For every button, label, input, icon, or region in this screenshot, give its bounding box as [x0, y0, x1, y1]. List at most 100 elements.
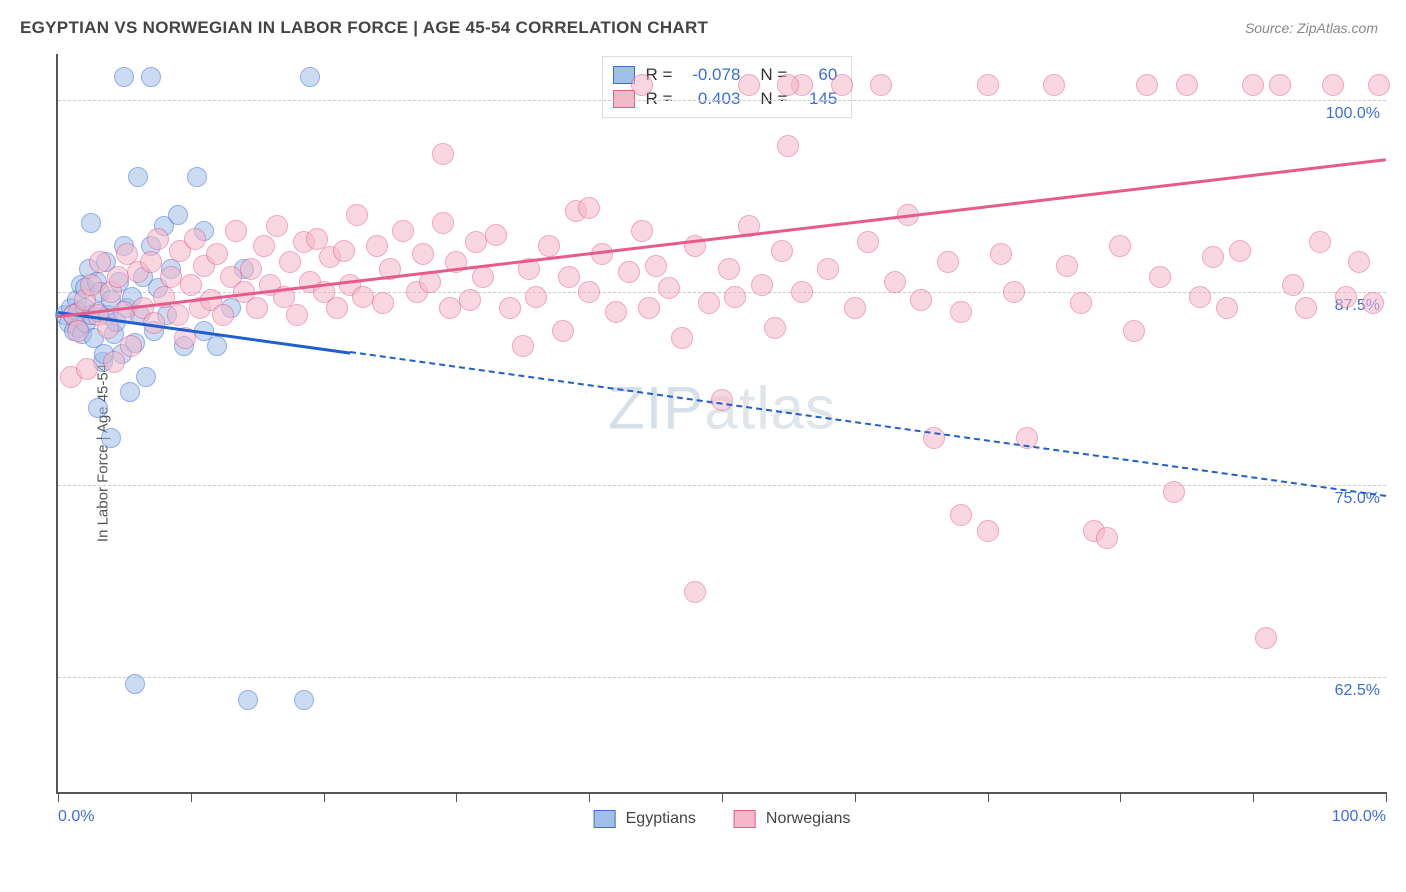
data-point: [184, 228, 206, 250]
data-point: [80, 274, 102, 296]
x-tick: [722, 792, 723, 802]
data-point: [300, 67, 320, 87]
data-point: [120, 382, 140, 402]
data-point: [1149, 266, 1171, 288]
x-tick: [988, 792, 989, 802]
watermark-part-a: ZIP: [608, 375, 704, 442]
data-point: [771, 240, 793, 262]
data-point: [525, 286, 547, 308]
data-point: [207, 336, 227, 356]
data-point: [225, 220, 247, 242]
data-point: [485, 224, 507, 246]
data-point: [937, 251, 959, 273]
data-point: [1109, 235, 1131, 257]
data-point: [1123, 320, 1145, 342]
data-point: [910, 289, 932, 311]
data-point: [1096, 527, 1118, 549]
data-point: [1216, 297, 1238, 319]
data-point: [618, 261, 640, 283]
legend-r-value: -0.078: [682, 65, 740, 85]
data-point: [1202, 246, 1224, 268]
chart-title: EGYPTIAN VS NORWEGIAN IN LABOR FORCE | A…: [20, 18, 708, 38]
data-point: [465, 231, 487, 253]
legend-r-value: 0.403: [682, 89, 740, 109]
data-point: [412, 243, 434, 265]
data-point: [167, 304, 189, 326]
series-legend-label: Norwegians: [766, 810, 850, 828]
chart-container: In Labor Force | Age 45-54 ZIPatlas R =-…: [20, 54, 1386, 852]
data-point: [141, 67, 161, 87]
data-point: [76, 358, 98, 380]
data-point: [160, 266, 182, 288]
y-tick-label: 100.0%: [1326, 105, 1380, 123]
data-point: [253, 235, 275, 257]
data-point: [246, 297, 268, 319]
data-point: [977, 74, 999, 96]
data-point: [459, 289, 481, 311]
x-tick: [191, 792, 192, 802]
data-point: [240, 258, 262, 280]
data-point: [366, 235, 388, 257]
gridline: [58, 677, 1386, 678]
x-tick: [58, 792, 59, 802]
data-point: [552, 320, 574, 342]
legend-swatch: [734, 810, 756, 828]
data-point: [168, 205, 188, 225]
data-point: [1070, 292, 1092, 314]
data-point: [605, 301, 627, 323]
x-tick: [855, 792, 856, 802]
series-legend-item: Norwegians: [734, 810, 850, 828]
data-point: [432, 212, 454, 234]
data-point: [128, 167, 148, 187]
data-point: [631, 74, 653, 96]
data-point: [1348, 251, 1370, 273]
x-tick: [1386, 792, 1387, 802]
data-point: [671, 327, 693, 349]
data-point: [472, 266, 494, 288]
data-point: [1163, 481, 1185, 503]
legend-swatch: [613, 90, 635, 108]
data-point: [81, 213, 101, 233]
x-tick-label: 100.0%: [1332, 808, 1386, 826]
data-point: [1368, 74, 1390, 96]
data-point: [1056, 255, 1078, 277]
data-point: [286, 304, 308, 326]
data-point: [791, 281, 813, 303]
data-point: [499, 297, 521, 319]
data-point: [147, 228, 169, 250]
data-point: [1003, 281, 1025, 303]
data-point: [1176, 74, 1198, 96]
data-point: [120, 335, 142, 357]
x-tick: [589, 792, 590, 802]
data-point: [777, 74, 799, 96]
data-point: [512, 335, 534, 357]
series-legend: Egyptians Norwegians: [594, 810, 851, 828]
data-point: [439, 297, 461, 319]
series-legend-label: Egyptians: [626, 810, 696, 828]
data-point: [107, 266, 129, 288]
data-point: [352, 286, 374, 308]
data-point: [857, 231, 879, 253]
x-tick: [1253, 792, 1254, 802]
data-point: [346, 204, 368, 226]
data-point: [578, 197, 600, 219]
data-point: [1335, 286, 1357, 308]
data-point: [684, 581, 706, 603]
data-point: [266, 215, 288, 237]
data-point: [187, 167, 207, 187]
data-point: [718, 258, 740, 280]
data-point: [432, 143, 454, 165]
data-point: [67, 320, 89, 342]
data-point: [140, 251, 162, 273]
data-point: [870, 74, 892, 96]
data-point: [751, 274, 773, 296]
data-point: [1282, 274, 1304, 296]
data-point: [88, 398, 108, 418]
data-point: [1322, 74, 1344, 96]
data-point: [631, 220, 653, 242]
data-point: [698, 292, 720, 314]
x-tick: [324, 792, 325, 802]
data-point: [103, 351, 125, 373]
data-point: [294, 690, 314, 710]
data-point: [326, 297, 348, 319]
